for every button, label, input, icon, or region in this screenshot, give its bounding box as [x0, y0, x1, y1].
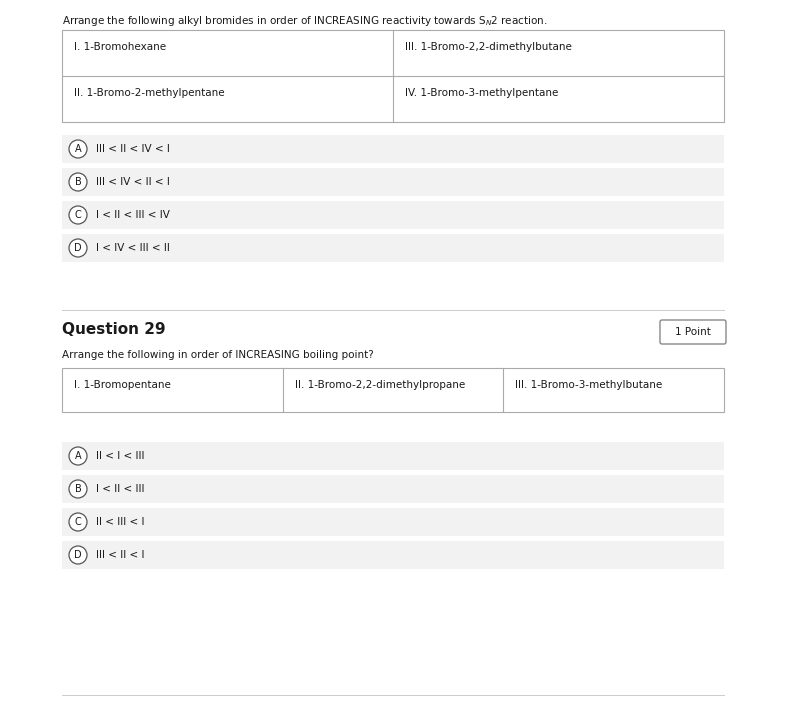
Bar [62, 442, 724, 470]
Circle shape [69, 513, 87, 531]
Circle shape [69, 173, 87, 191]
Text: Arrange the following alkyl bromides in order of INCREASING reactivity towards S: Arrange the following alkyl bromides in … [62, 14, 548, 28]
Text: Question 29: Question 29 [62, 322, 166, 337]
Text: I < II < III: I < II < III [96, 484, 145, 494]
Circle shape [69, 239, 87, 257]
Bar [62, 135, 724, 163]
Bar [62, 541, 724, 569]
Circle shape [69, 206, 87, 224]
Text: C: C [75, 210, 82, 220]
Text: I < IV < III < II: I < IV < III < II [96, 243, 170, 253]
Text: III < IV < II < I: III < IV < II < I [96, 177, 170, 187]
Text: B: B [75, 484, 82, 494]
Text: III. 1-Bromo-2,2-dimethylbutane: III. 1-Bromo-2,2-dimethylbutane [405, 42, 572, 52]
Text: Arrange the following in order of INCREASING boiling point?: Arrange the following in order of INCREA… [62, 350, 374, 360]
Bar [62, 368, 724, 412]
Text: I. 1-Bromohexane: I. 1-Bromohexane [74, 42, 166, 52]
Text: III < II < I: III < II < I [96, 550, 145, 560]
Bar [62, 234, 724, 262]
Circle shape [69, 447, 87, 465]
Text: II < III < I: II < III < I [96, 517, 145, 527]
Text: II. 1-Bromo-2,2-dimethylpropane: II. 1-Bromo-2,2-dimethylpropane [295, 380, 465, 390]
Text: III < II < IV < I: III < II < IV < I [96, 144, 170, 154]
Circle shape [69, 546, 87, 564]
Circle shape [69, 480, 87, 498]
Text: A: A [75, 144, 81, 154]
Circle shape [69, 140, 87, 158]
Text: C: C [75, 517, 82, 527]
Bar [62, 30, 724, 122]
Bar [62, 475, 724, 503]
Text: III. 1-Bromo-3-methylbutane: III. 1-Bromo-3-methylbutane [516, 380, 663, 390]
Text: 1 Point: 1 Point [675, 327, 711, 337]
Bar [62, 168, 724, 196]
Text: D: D [74, 550, 82, 560]
Text: IV. 1-Bromo-3-methylpentane: IV. 1-Bromo-3-methylpentane [405, 88, 558, 98]
Text: B: B [75, 177, 82, 187]
Text: D: D [74, 243, 82, 253]
Bar [62, 201, 724, 229]
FancyBboxPatch shape [660, 320, 726, 344]
Text: I. 1-Bromopentane: I. 1-Bromopentane [74, 380, 171, 390]
Text: II < I < III: II < I < III [96, 451, 145, 461]
Text: A: A [75, 451, 81, 461]
Bar [62, 508, 724, 536]
Text: II. 1-Bromo-2-methylpentane: II. 1-Bromo-2-methylpentane [74, 88, 225, 98]
Text: I < II < III < IV: I < II < III < IV [96, 210, 170, 220]
